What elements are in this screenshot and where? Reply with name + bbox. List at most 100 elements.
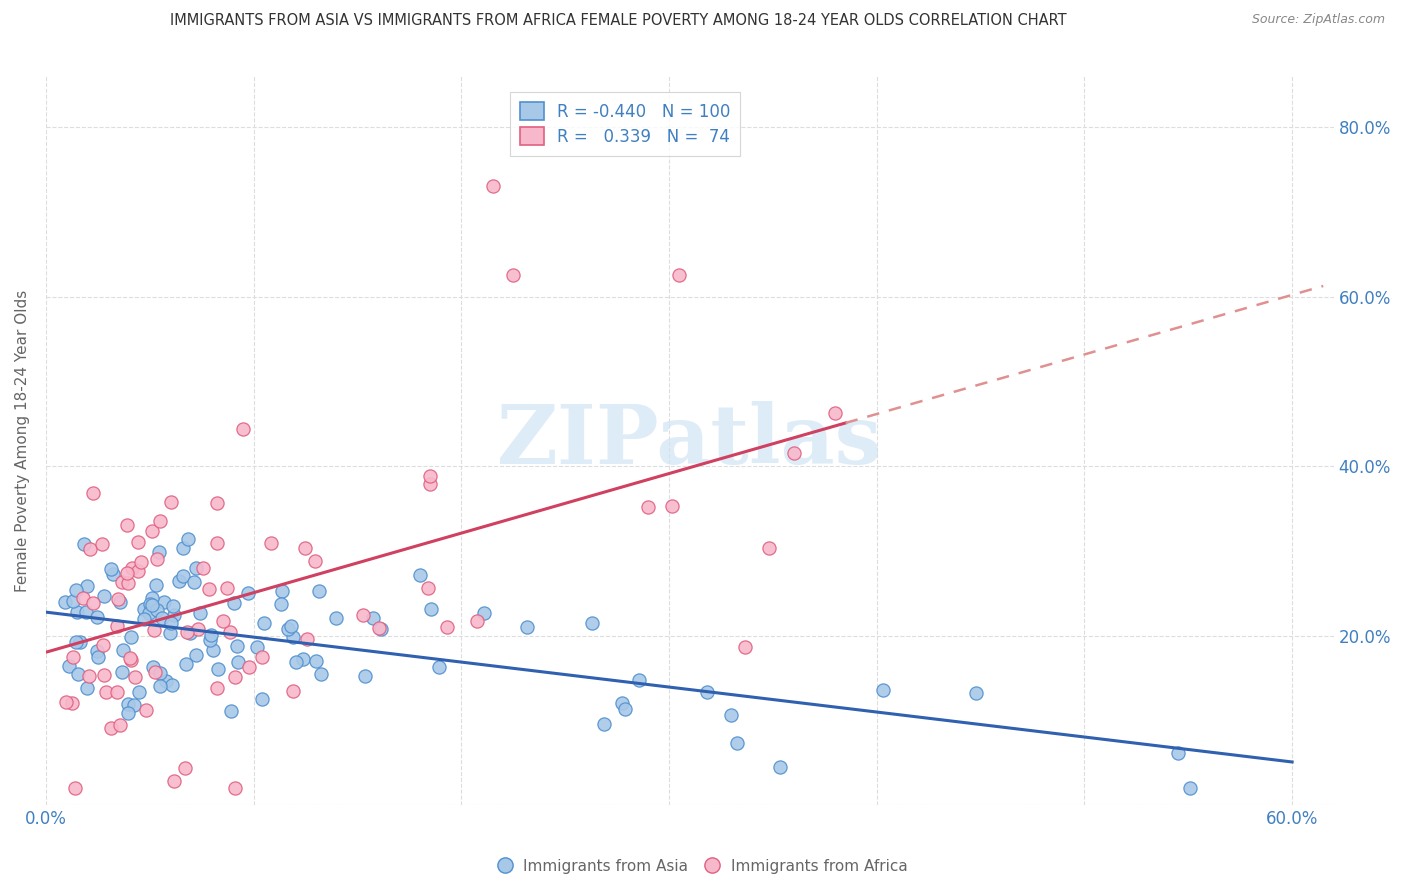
Point <box>163 607 186 622</box>
Point <box>325 611 347 625</box>
Point <box>225 639 247 653</box>
Point <box>179 625 201 640</box>
Point <box>270 597 292 611</box>
Point <box>232 422 254 436</box>
Y-axis label: Female Poverty Among 18-24 Year Olds: Female Poverty Among 18-24 Year Olds <box>15 290 30 591</box>
Point <box>270 584 292 599</box>
Point <box>872 683 894 698</box>
Point <box>472 606 495 620</box>
Point <box>207 662 229 676</box>
Point <box>465 614 488 628</box>
Point <box>163 774 186 789</box>
Point <box>177 532 200 546</box>
Point <box>149 666 172 681</box>
Point <box>91 537 114 551</box>
Point <box>696 685 718 699</box>
Point <box>66 606 89 620</box>
Point <box>111 643 134 657</box>
Point <box>120 651 142 665</box>
Point <box>160 615 183 630</box>
Point <box>120 652 142 666</box>
Point <box>91 639 114 653</box>
Point <box>367 621 389 635</box>
Point <box>155 673 177 688</box>
Point <box>58 658 80 673</box>
Point <box>146 603 169 617</box>
Point <box>205 536 228 550</box>
Point <box>120 630 142 644</box>
Point <box>87 649 110 664</box>
Point <box>145 665 167 679</box>
Point <box>73 537 96 551</box>
Point <box>108 718 131 732</box>
Legend: Immigrants from Asia, Immigrants from Africa: Immigrants from Asia, Immigrants from Af… <box>492 853 914 880</box>
Point <box>277 622 299 636</box>
Point <box>198 632 221 647</box>
Point <box>148 545 170 559</box>
Point <box>143 623 166 637</box>
Point <box>159 495 181 509</box>
Point <box>419 469 441 483</box>
Point <box>238 660 260 674</box>
Point <box>173 761 195 775</box>
Point <box>82 486 104 500</box>
Point <box>124 670 146 684</box>
Point <box>162 599 184 614</box>
Point <box>141 591 163 606</box>
Point <box>79 542 101 557</box>
Point <box>824 406 846 420</box>
Point <box>734 640 756 654</box>
Point <box>581 616 603 631</box>
Point <box>222 596 245 610</box>
Point <box>280 619 302 633</box>
Point <box>117 576 139 591</box>
Point <box>221 704 243 718</box>
Point <box>294 541 316 555</box>
Point <box>67 666 90 681</box>
Point <box>142 659 165 673</box>
Point <box>134 602 156 616</box>
Point <box>153 595 176 609</box>
Point <box>965 686 987 700</box>
Point <box>305 654 328 668</box>
Point <box>94 685 117 699</box>
Point <box>86 644 108 658</box>
Point <box>352 608 374 623</box>
Point <box>55 695 77 709</box>
Point <box>427 660 450 674</box>
Point <box>117 697 139 711</box>
Point <box>226 655 249 669</box>
Point <box>122 698 145 713</box>
Point <box>200 628 222 642</box>
Point <box>782 446 804 460</box>
Point <box>100 721 122 735</box>
Point <box>150 611 173 625</box>
Point <box>107 592 129 607</box>
Point <box>1167 746 1189 760</box>
Point <box>139 598 162 612</box>
Point <box>145 578 167 592</box>
Point <box>419 476 441 491</box>
Point <box>86 610 108 624</box>
Point <box>187 622 209 636</box>
Text: Source: ZipAtlas.com: Source: ZipAtlas.com <box>1251 13 1385 27</box>
Point <box>184 648 207 662</box>
Point <box>627 673 650 688</box>
Point <box>101 566 124 581</box>
Point <box>138 607 160 621</box>
Point <box>1180 781 1202 796</box>
Point <box>141 524 163 538</box>
Point <box>65 583 87 598</box>
Point <box>354 669 377 683</box>
Point <box>308 584 330 599</box>
Point <box>188 606 211 620</box>
Point <box>246 640 269 655</box>
Point <box>637 500 659 515</box>
Point <box>193 561 215 575</box>
Point <box>207 681 229 696</box>
Point <box>69 635 91 649</box>
Point <box>100 562 122 576</box>
Point <box>281 631 304 645</box>
Point <box>284 655 307 669</box>
Point <box>93 589 115 603</box>
